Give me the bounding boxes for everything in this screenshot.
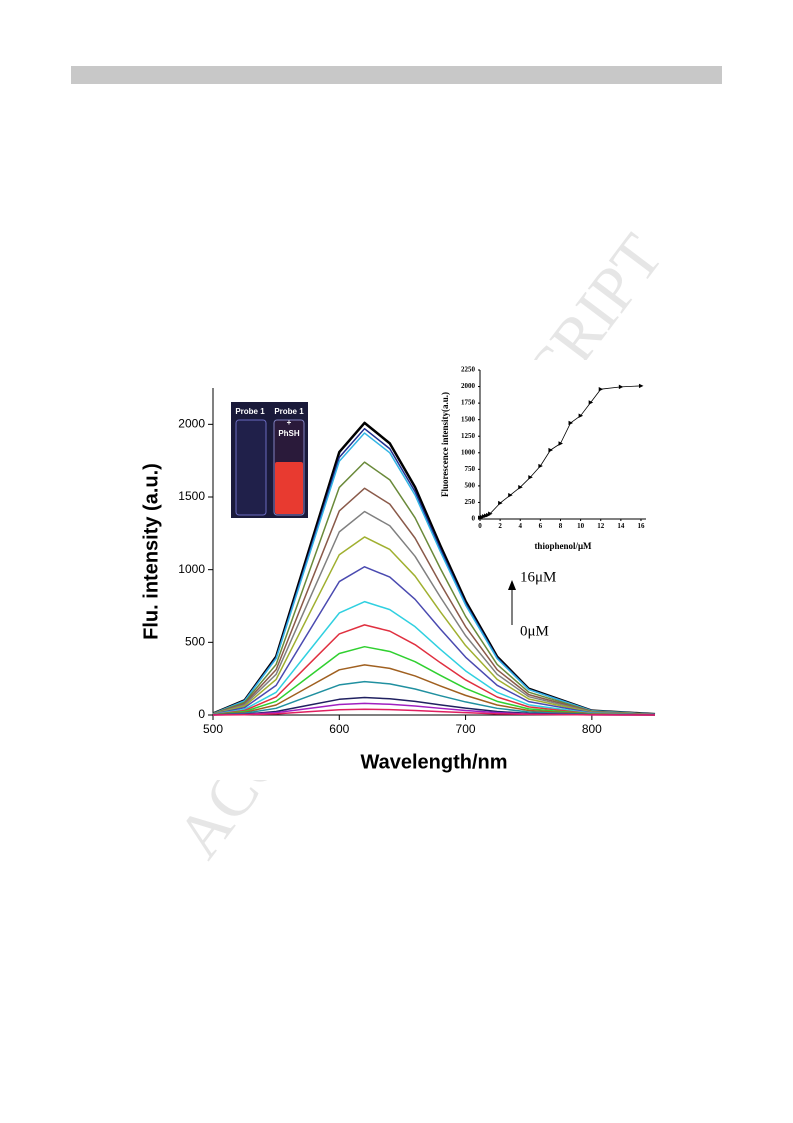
series-line [212,645,656,716]
marker [508,492,513,498]
series-line [212,708,656,716]
y-tick-label: 750 [465,465,476,473]
y-tick-label: 2000 [178,417,205,431]
x-tick-label: 16 [637,522,645,530]
y-tick-label: 1000 [178,562,205,576]
series-line [212,510,656,716]
marker [578,413,584,418]
marker [568,420,574,426]
vial-fluorescence [275,462,303,514]
x-tick-label: 14 [617,522,625,530]
x-tick-label: 700 [456,722,476,736]
y-tick-label: 500 [185,635,205,649]
arrow-head [508,580,516,590]
marker [488,511,493,516]
marker [528,475,533,480]
y-tick-label: 500 [465,481,476,489]
x-tick-label: 4 [518,522,522,530]
inset-photo: Probe 1 Probe 1 + PhSH [231,402,308,518]
y-tick-label: 1250 [461,432,476,440]
series-line [212,461,656,716]
marker [558,441,563,446]
y-axis-label: Fluorescence intensity(a.u.) [440,392,450,497]
y-tick-label: 1000 [461,448,476,456]
annotation: 16μM [520,569,556,585]
y-tick-label: 0 [198,707,205,721]
x-tick-label: 600 [329,722,349,736]
y-tick-label: 1500 [461,415,476,423]
series-line [212,432,656,715]
marker [598,387,604,392]
series-line [212,624,656,716]
x-tick-label: 8 [559,522,563,530]
marker [618,384,624,390]
marker [538,463,543,469]
y-axis-label: Flu. intensity (a.u.) [140,463,162,640]
plot: 0 250 500 750 1000 1250 1500 1750 2000 2250 0 2 4 6 8 1… [440,366,646,551]
x-axis-label: Wavelength/nm [360,751,507,773]
x-tick-label: 6 [539,522,543,530]
marker [588,400,594,405]
header-bar [71,66,722,84]
series-line [212,487,656,716]
y-tick-label: 1500 [178,489,205,503]
series-line [212,664,656,716]
y-tick-label: 2250 [461,366,476,374]
photo-label: PhSH [278,429,300,438]
photo-label: Probe 1 [235,407,265,416]
marker [548,447,553,453]
series-line [212,566,656,716]
y-tick-label: 1750 [461,399,476,407]
series-line [212,680,656,716]
y-tick-label: 0 [472,515,476,523]
y-tick-label: 2000 [461,382,476,390]
y-tick-label: 250 [465,498,476,506]
marker [498,500,503,506]
x-tick-label: 800 [582,722,602,736]
annotation: 0μM [520,623,549,639]
x-tick-label: 500 [203,722,223,736]
vial-probe [235,419,267,516]
x-tick-label: 12 [597,522,605,530]
marker [518,485,523,490]
series-line [212,536,656,716]
x-tick-label: 10 [577,522,585,530]
x-axis-label: thiophenol/μM [534,541,592,551]
x-tick-label: 0 [478,522,482,530]
photo-label: + [287,418,292,427]
photo-label: Probe 1 [274,407,304,416]
marker [638,383,644,389]
x-tick-label: 2 [498,522,502,530]
concentration-arrow [508,580,516,625]
series-line [212,600,656,716]
